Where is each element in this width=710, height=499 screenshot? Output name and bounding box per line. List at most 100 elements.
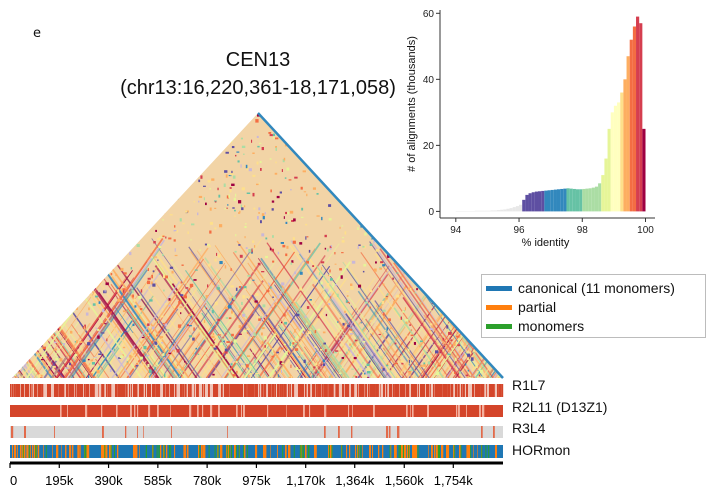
heatmap-cell [456, 335, 460, 338]
heatmap-cell [323, 342, 326, 345]
heatmap-cell [32, 175, 36, 179]
heatmap-cell [432, 163, 435, 166]
heatmap-cell [23, 154, 25, 156]
heatmap-cell-streak [12, 243, 31, 378]
track-hormon-segment [185, 445, 187, 458]
heatmap-cell [93, 278, 97, 281]
track-r1l7-segment [318, 384, 320, 397]
heatmap-cell [152, 270, 155, 273]
track-hormon-segment [437, 445, 439, 458]
heatmap-cell [249, 373, 253, 375]
heatmap-cell [153, 115, 155, 119]
heatmap-cell [22, 302, 24, 305]
heatmap-cell [42, 346, 46, 350]
track-r1l7-segment [247, 384, 248, 397]
heatmap-cell [272, 235, 274, 238]
heatmap-cell [117, 289, 120, 293]
heatmap-cell-streak [29, 345, 53, 378]
heatmap-cell [304, 114, 308, 117]
heatmap-cell [459, 125, 462, 128]
heatmap-cell [74, 341, 77, 343]
heatmap-cell [362, 245, 365, 248]
track-hormon-segment [201, 445, 203, 458]
track-hormon-monomer [226, 445, 228, 458]
heatmap-cell [122, 289, 125, 293]
heatmap-cell [20, 325, 23, 327]
heatmap-cell [369, 287, 371, 291]
heatmap-cell [44, 148, 48, 150]
heatmap-cell [157, 320, 160, 324]
track-r1l7-segment [62, 384, 64, 397]
heatmap-cell [122, 156, 125, 160]
heatmap-cell [265, 255, 268, 259]
track-r3l4-segment [481, 426, 483, 438]
heatmap-cell [370, 228, 373, 231]
heatmap-cell [328, 303, 331, 305]
heatmap-cell [82, 230, 84, 232]
heatmap-cell [205, 117, 209, 119]
heatmap-cell [97, 328, 100, 331]
heatmap-cell [266, 290, 270, 293]
heatmap-cell [363, 116, 366, 118]
heatmap-cell-streak [12, 286, 25, 378]
track-r1l7-segment [422, 384, 424, 397]
heatmap-cell [111, 200, 114, 203]
heatmap-cell [168, 352, 172, 355]
heatmap-cell [281, 362, 284, 364]
track-r1l7-segment [479, 384, 481, 397]
heatmap-cell [38, 258, 42, 262]
heatmap-cell [261, 340, 264, 344]
heatmap-cell [282, 330, 284, 332]
heatmap-cell [457, 344, 461, 347]
heatmap-cell [232, 175, 236, 179]
heatmap-cell [85, 214, 89, 217]
track-hormon-segment [77, 445, 78, 458]
heatmap-cell [436, 297, 439, 300]
heatmap-cell [377, 181, 380, 185]
heatmap-cell [344, 310, 346, 313]
heatmap-cell [139, 356, 143, 360]
heatmap-cell [43, 203, 47, 205]
heatmap-cell [85, 312, 89, 316]
track-hormon-segment [401, 445, 404, 458]
heatmap-cell [451, 199, 455, 203]
heatmap-cell [282, 244, 286, 248]
heatmap-cell [347, 183, 349, 185]
heatmap-cell-streak [195, 348, 218, 378]
heatmap-cell [427, 361, 431, 365]
track-hormon-segment [314, 445, 316, 458]
heatmap-cell-streak [58, 325, 97, 378]
heatmap-cell [289, 342, 291, 346]
heatmap-cell [104, 267, 106, 270]
track-r1l7-segment [443, 384, 446, 397]
heatmap-cell [260, 316, 262, 318]
heatmap-cell-streak [266, 242, 363, 378]
heatmap-cell [104, 248, 107, 252]
heatmap-cell [160, 174, 162, 176]
heatmap-cell [101, 191, 105, 194]
heatmap-cell-streak [498, 350, 503, 378]
heatmap-cell [97, 335, 100, 339]
track-r1l7-segment [188, 384, 190, 397]
heatmap-cell [341, 357, 344, 359]
heatmap-cell [255, 373, 259, 375]
heatmap-cell [281, 369, 282, 373]
track-hormon-segment [328, 445, 329, 458]
heatmap-cell [219, 261, 223, 265]
heatmap-cell [257, 145, 260, 148]
heatmap-cell-streak [344, 342, 371, 378]
track-r1l7-segment [332, 384, 334, 397]
heatmap-cell [54, 212, 57, 216]
heatmap-cell-streak [233, 349, 255, 378]
heatmap-cell [95, 295, 98, 298]
heatmap-cell [330, 245, 332, 247]
heatmap-cell [162, 322, 166, 325]
heatmap-cell [178, 141, 182, 143]
heatmap-cell [424, 257, 426, 259]
heatmap-cell [122, 288, 126, 291]
heatmap-cell-streak [236, 240, 334, 378]
track-hormon-monomer [85, 445, 87, 458]
track-r1l7-segment [300, 384, 302, 397]
heatmap-cell [499, 264, 502, 268]
heatmap-cell [20, 255, 23, 258]
